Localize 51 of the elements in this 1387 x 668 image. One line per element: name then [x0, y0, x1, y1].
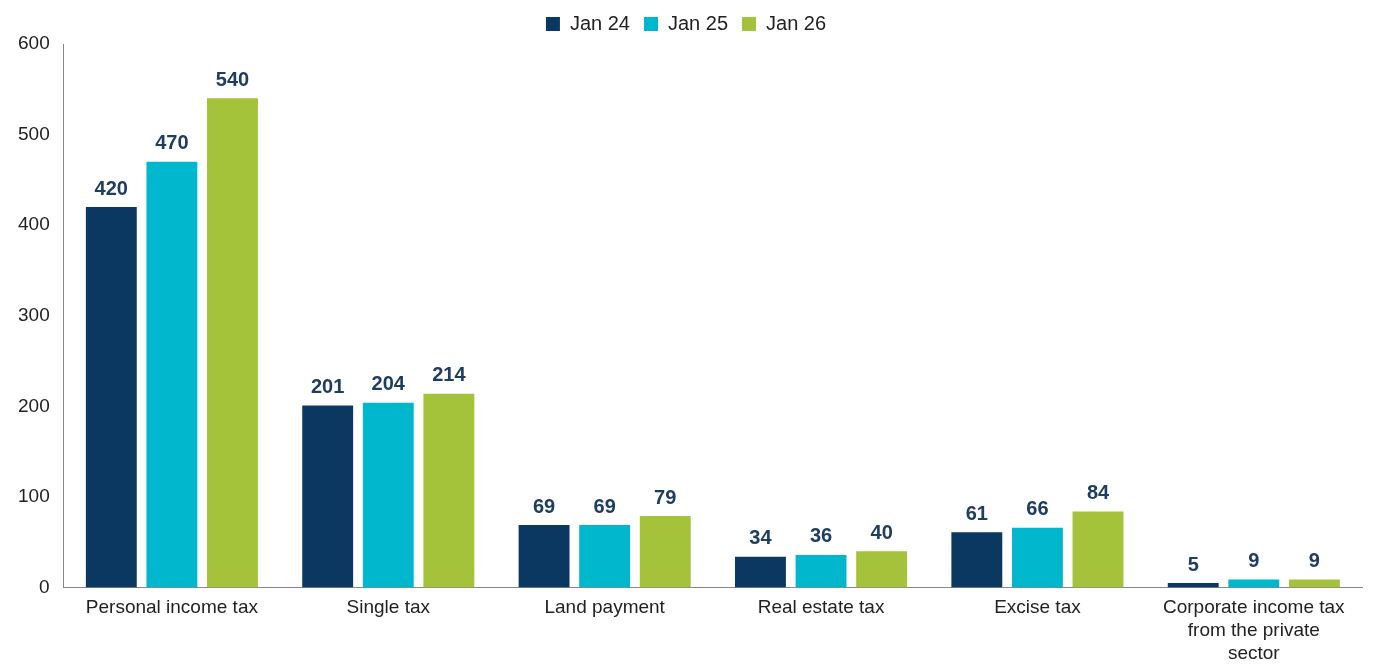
x-tick-label: Land payment — [544, 596, 666, 618]
bar — [951, 532, 1003, 588]
data-label: 84 — [1086, 481, 1111, 504]
data-label: 79 — [654, 485, 677, 508]
data-label: 470 — [155, 131, 189, 154]
data-label: 40 — [870, 520, 893, 543]
y-tick-label: 100 — [18, 485, 50, 507]
bar — [579, 525, 631, 588]
data-label: 36 — [809, 524, 833, 547]
legend-label: Jan 25 — [667, 11, 729, 34]
y-tick-label: 400 — [18, 213, 50, 235]
bar — [423, 393, 475, 588]
bar — [302, 405, 354, 588]
bar — [518, 525, 570, 588]
x-tick-label: Excise tax — [994, 596, 1082, 618]
bar — [85, 207, 137, 588]
data-label: 69 — [593, 494, 616, 517]
y-tick-label: 500 — [18, 122, 50, 144]
bar — [1228, 579, 1280, 588]
y-tick-label: 0 — [39, 575, 50, 597]
bar — [735, 556, 786, 588]
data-label: 214 — [432, 363, 467, 386]
legend-label: Jan 26 — [766, 11, 827, 34]
data-label: 61 — [965, 501, 988, 524]
bar — [207, 98, 258, 588]
x-tick-label: Single tax — [346, 596, 431, 618]
data-label: 5 — [1187, 552, 1199, 575]
data-label: 420 — [94, 176, 128, 199]
bar — [362, 402, 414, 588]
x-tick-label: Corporate income tax from the private sector — [1162, 596, 1346, 663]
y-tick-label: 200 — [18, 394, 50, 416]
bar — [795, 554, 847, 588]
y-tick-label: 300 — [18, 304, 50, 326]
bar — [1011, 527, 1063, 588]
bar — [1288, 579, 1340, 588]
data-label: 9 — [1308, 548, 1320, 571]
data-label: 69 — [532, 494, 556, 517]
data-label: 66 — [1026, 497, 1049, 520]
bar — [146, 161, 198, 588]
data-label: 201 — [311, 375, 345, 398]
data-label: 34 — [749, 526, 773, 549]
bar — [856, 551, 908, 588]
legend-label: Jan 24 — [569, 11, 630, 34]
bar — [639, 516, 691, 588]
x-tick-label: Personal income tax — [85, 596, 259, 618]
bar — [1072, 511, 1124, 588]
y-tick-label: 600 — [18, 32, 50, 54]
data-label: 540 — [215, 67, 250, 90]
data-label: 9 — [1248, 548, 1260, 571]
data-label: 204 — [371, 372, 406, 395]
x-tick-label: Real estate tax — [757, 596, 885, 618]
